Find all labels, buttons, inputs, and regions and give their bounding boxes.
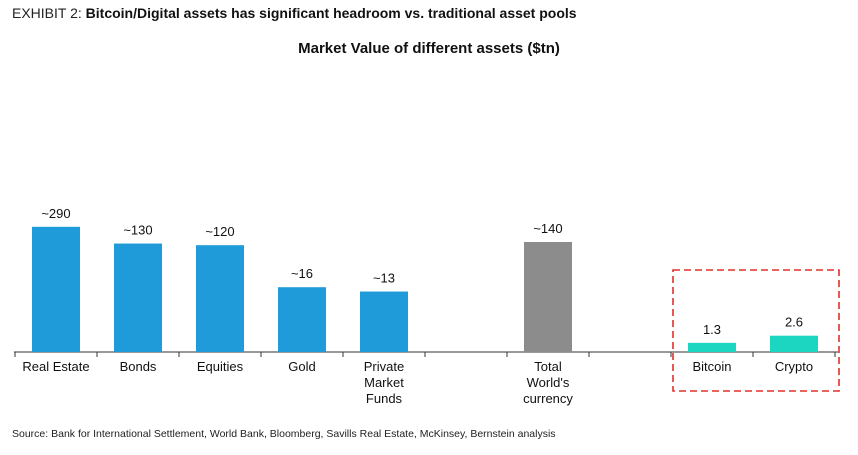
category-label: Crypto [775, 359, 813, 374]
exhibit-label: EXHIBIT 2: [12, 5, 82, 21]
category-label: Market [364, 375, 404, 390]
category-label: Gold [288, 359, 315, 374]
category-label: Total [534, 359, 562, 374]
category-label: currency [523, 391, 573, 406]
bar [360, 291, 408, 352]
data-label: 1.3 [703, 322, 721, 337]
bar [770, 335, 818, 352]
category-label: World's [527, 375, 570, 390]
exhibit-header: EXHIBIT 2: Bitcoin/Digital assets has si… [12, 5, 577, 21]
category-label: Equities [197, 359, 244, 374]
data-label: ~130 [123, 223, 152, 238]
category-label: Funds [366, 391, 403, 406]
category-label: Bitcoin [692, 359, 731, 374]
bar [196, 245, 244, 352]
category-label: Private [364, 359, 404, 374]
bar [32, 226, 80, 352]
category-label: Bonds [120, 359, 157, 374]
bar [278, 287, 326, 352]
exhibit-title: Bitcoin/Digital assets has significant h… [85, 5, 577, 21]
data-label: 2.6 [785, 315, 803, 330]
data-label: ~290 [41, 206, 70, 221]
data-label: ~16 [291, 266, 313, 281]
data-label: ~13 [373, 271, 395, 286]
bar [114, 243, 162, 352]
data-label: ~120 [205, 224, 234, 239]
bar [688, 342, 736, 352]
highlight-box [672, 269, 840, 392]
category-label: Real Estate [22, 359, 89, 374]
data-label: ~140 [533, 221, 562, 236]
chart-title: Market Value of different assets ($tn) [298, 40, 560, 57]
source-note: Source: Bank for International Settlemen… [12, 428, 556, 440]
bar [524, 241, 572, 352]
